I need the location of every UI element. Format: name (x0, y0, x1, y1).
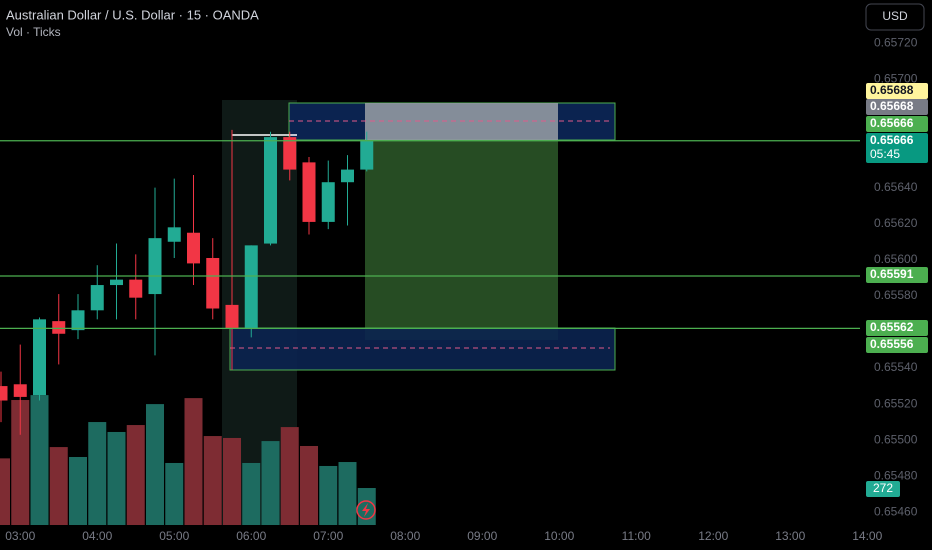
chart-title: Australian Dollar / U.S. Dollar · 15 · O… (6, 7, 259, 22)
price-label-box (866, 133, 928, 163)
candle-body (52, 321, 66, 334)
x-tick-label: 05:00 (159, 529, 189, 543)
volume-bar (261, 441, 280, 525)
x-tick-label: 09:00 (467, 529, 497, 543)
price-label: 0.65666 (870, 116, 914, 130)
candle-body (90, 285, 104, 311)
candle-body (264, 137, 277, 244)
candle-body (341, 169, 354, 183)
price-label: 0.65666 (870, 133, 914, 147)
currency-button[interactable] (865, 3, 925, 31)
candle-body (33, 319, 46, 396)
x-tick-label: 06:00 (236, 529, 266, 543)
candle-body (283, 137, 297, 170)
y-tick-label: 0.65540 (874, 360, 918, 374)
y-tick-label: 0.65500 (874, 432, 918, 446)
x-tick-label: 10:00 (544, 529, 574, 543)
x-tick-label: 14:00 (852, 529, 882, 543)
y-tick-label: 0.65600 (874, 252, 918, 266)
y-tick-label: 0.65620 (874, 216, 918, 230)
price-label-box (866, 99, 928, 115)
price-label-box (866, 267, 928, 283)
price-label: 0.65668 (870, 99, 914, 113)
candle-body (225, 304, 239, 329)
y-tick-label: 0.65720 (874, 35, 918, 49)
candle-body (110, 279, 123, 286)
price-label-box (866, 337, 928, 353)
y-tick-label: 0.65700 (874, 72, 918, 86)
candle-body (167, 227, 181, 242)
chart-subtitle: Vol · Ticks (6, 25, 61, 39)
volume-bar (11, 400, 30, 525)
volume-bar (126, 425, 145, 525)
stop-zone (229, 327, 616, 371)
volume-bar (69, 457, 87, 525)
y-tick-label: 0.65640 (874, 180, 918, 194)
x-tick-label: 04:00 (82, 529, 112, 543)
candle-body (206, 257, 220, 309)
volume-bar (280, 427, 299, 525)
volume-bar (49, 447, 68, 525)
currency-label: USD (882, 9, 908, 23)
candle-body (13, 384, 27, 397)
candle-body (187, 232, 200, 264)
candle-body (148, 238, 162, 295)
volume-bar (184, 398, 203, 525)
volume-label-box (866, 481, 900, 497)
price-label: 0.65556 (870, 337, 914, 351)
y-tick-label: 0.65520 (874, 396, 918, 410)
price-label: 0.65591 (870, 267, 914, 281)
price-label-box (866, 320, 928, 336)
x-tick-label: 12:00 (698, 529, 728, 543)
candle-body (244, 245, 258, 329)
volume-bar (165, 462, 184, 525)
price-label: 0.65562 (870, 320, 914, 334)
volume-bar (0, 458, 10, 525)
price-label-box (866, 83, 928, 99)
volume-bar (319, 465, 338, 525)
candle-body (302, 162, 316, 222)
candle-body (0, 386, 8, 401)
axis-layer: 0.657200.657000.656400.656200.656000.655… (5, 35, 928, 543)
y-tick-label: 0.65580 (874, 288, 918, 302)
x-tick-label: 11:00 (622, 529, 651, 543)
volume-bar (338, 462, 357, 525)
countdown-label: 05:45 (870, 147, 900, 161)
volume-bar (88, 422, 107, 525)
volume-bar (223, 437, 241, 525)
x-tick-label: 03:00 (5, 529, 35, 543)
volume-label: 272 (873, 481, 893, 495)
y-tick-label: 0.65460 (874, 505, 918, 519)
y-tick-label: 0.65480 (874, 468, 918, 482)
alert-icon-bolt (362, 503, 370, 517)
volume-bar (107, 431, 126, 525)
volume-bar (146, 404, 164, 525)
candle-body (129, 279, 143, 298)
x-tick-label: 08:00 (390, 529, 420, 543)
price-label-box (866, 116, 928, 132)
x-tick-label: 13:00 (775, 529, 805, 543)
volume-bar (203, 436, 222, 525)
candle-body (71, 310, 85, 331)
volume-bar (30, 395, 49, 525)
price-label: 0.65688 (870, 83, 914, 97)
volume-bar (242, 462, 261, 525)
candle-body (321, 182, 335, 222)
alert-icon[interactable] (356, 500, 376, 520)
profit-box (365, 140, 558, 340)
volume-bar (300, 445, 318, 525)
plot (0, 129, 860, 525)
x-tick-label: 07:00 (313, 529, 343, 543)
candle-body (360, 140, 374, 170)
